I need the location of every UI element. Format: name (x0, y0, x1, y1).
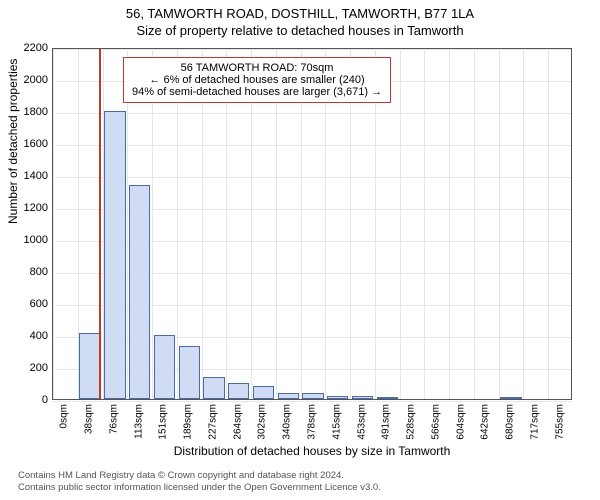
y-tick-label: 1400 (2, 170, 48, 182)
annotation-line: ← 6% of detached houses are smaller (240… (132, 74, 382, 86)
gridline-vertical (499, 49, 500, 399)
histogram-bar (104, 111, 125, 399)
x-tick-label: 0sqm (59, 404, 70, 428)
y-tick-label: 1200 (2, 202, 48, 214)
y-tick-label: 0 (2, 394, 48, 406)
histogram-bar (278, 393, 299, 399)
histogram-bar (327, 396, 348, 399)
histogram-bar (377, 397, 398, 399)
y-tick-label: 1600 (2, 138, 48, 150)
x-tick-label: 378sqm (307, 404, 318, 440)
histogram-bar (352, 396, 373, 399)
x-tick-label: 227sqm (207, 404, 218, 440)
histogram-bar (302, 393, 323, 399)
histogram-bar (79, 333, 100, 399)
x-tick-label: 528sqm (406, 404, 417, 440)
x-tick-label: 38sqm (84, 404, 95, 434)
y-tick-label: 2200 (2, 42, 48, 54)
x-tick-label: 717sqm (529, 404, 540, 440)
x-tick-label: 113sqm (133, 404, 144, 439)
histogram-bar (500, 397, 521, 399)
y-tick-label: 400 (2, 330, 48, 342)
x-tick-label: 642sqm (480, 404, 491, 440)
histogram-bar (253, 386, 274, 399)
footer-line1: Contains HM Land Registry data © Crown c… (18, 470, 381, 482)
x-tick-label: 491sqm (381, 404, 392, 440)
gridline-vertical (523, 49, 524, 399)
histogram-chart: 56 TAMWORTH ROAD: 70sqm← 6% of detached … (52, 48, 572, 400)
histogram-bar (129, 185, 150, 399)
page-title-line1: 56, TAMWORTH ROAD, DOSTHILL, TAMWORTH, B… (0, 0, 600, 21)
x-tick-label: 415sqm (331, 404, 342, 440)
x-axis-label: Distribution of detached houses by size … (52, 444, 572, 458)
x-tick-label: 340sqm (282, 404, 293, 440)
footer-attribution: Contains HM Land Registry data © Crown c… (18, 470, 381, 494)
y-tick-label: 1000 (2, 234, 48, 246)
gridline-horizontal (53, 177, 571, 178)
annotation-box: 56 TAMWORTH ROAD: 70sqm← 6% of detached … (123, 57, 391, 103)
x-tick-label: 264sqm (232, 404, 243, 440)
histogram-bar (228, 383, 249, 399)
x-tick-label: 755sqm (554, 404, 565, 440)
x-tick-label: 604sqm (455, 404, 466, 440)
y-tick-label: 1800 (2, 106, 48, 118)
gridline-vertical (400, 49, 401, 399)
gridline-vertical (449, 49, 450, 399)
x-tick-label: 76sqm (108, 404, 119, 434)
x-tick-label: 680sqm (505, 404, 516, 440)
gridline-horizontal (53, 145, 571, 146)
annotation-line: 56 TAMWORTH ROAD: 70sqm (132, 62, 382, 74)
y-tick-label: 800 (2, 266, 48, 278)
x-tick-label: 453sqm (356, 404, 367, 440)
gridline-vertical (53, 49, 54, 399)
annotation-line: 94% of semi-detached houses are larger (… (132, 86, 382, 98)
histogram-bar (179, 346, 200, 399)
x-tick-label: 566sqm (430, 404, 441, 440)
histogram-bar (154, 335, 175, 399)
x-tick-label: 189sqm (183, 404, 194, 440)
gridline-vertical (474, 49, 475, 399)
y-tick-label: 600 (2, 298, 48, 310)
gridline-horizontal (53, 113, 571, 114)
gridline-horizontal (53, 401, 571, 402)
gridline-vertical (424, 49, 425, 399)
x-tick-label: 302sqm (257, 404, 268, 440)
y-tick-label: 200 (2, 362, 48, 374)
gridline-vertical (548, 49, 549, 399)
y-tick-label: 2000 (2, 74, 48, 86)
gridline-horizontal (53, 49, 571, 50)
histogram-bar (203, 377, 224, 399)
property-marker-line (99, 49, 101, 399)
footer-line2: Contains public sector information licen… (18, 482, 381, 494)
page-title-line2: Size of property relative to detached ho… (0, 21, 600, 38)
x-tick-label: 151sqm (158, 404, 169, 440)
